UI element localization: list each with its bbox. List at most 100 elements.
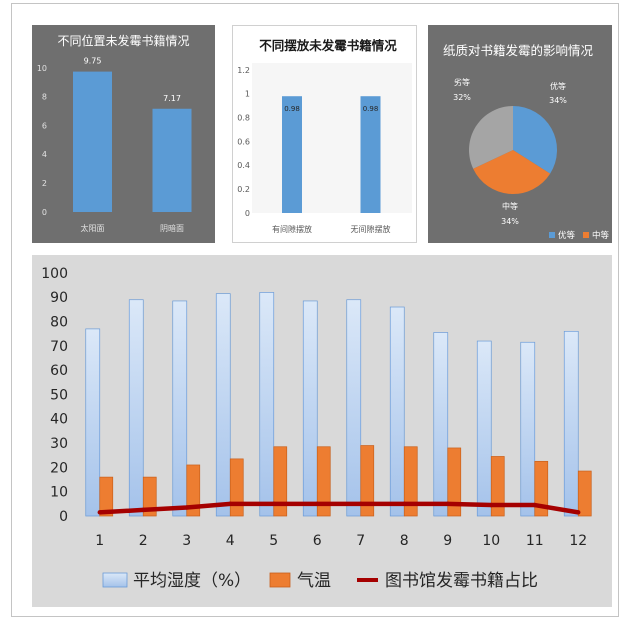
pie-slice xyxy=(473,150,551,194)
temperature-bar xyxy=(360,445,375,517)
y-tick-label: 10 xyxy=(50,485,68,501)
chart-location-bar: 不同位置未发霉书籍情况 0 2 4 6 8 10 9.75 太阳面 7.17 阴暗面 xyxy=(32,25,215,243)
chart-placement-svg: 不同摆放未发霉书籍情况 0 0.2 0.4 0.6 0.8 1 1.2 0.98 有间隙摆放 0.9… xyxy=(232,25,417,243)
legend-swatch xyxy=(549,232,555,238)
mold-ratio-point xyxy=(489,502,494,508)
bar xyxy=(282,96,302,213)
mold-ratio-point xyxy=(532,502,537,508)
y-tick-label: 60 xyxy=(50,363,68,379)
legend-label: 中等 xyxy=(592,230,610,241)
x-tick-label: 6 xyxy=(313,533,322,549)
humidity-bar xyxy=(259,292,275,517)
humidity-bar xyxy=(389,306,405,517)
data-label: 0.98 xyxy=(363,105,379,113)
chart-monthly-combo: 0 10 20 30 40 50 60 70 80 90 100 1 2 3 4 5 6 7 8 9 10 11 12 平均湿… xyxy=(32,255,612,607)
y-tick-label: 0.6 xyxy=(237,137,250,146)
bar xyxy=(152,108,192,212)
pie-slice xyxy=(513,106,558,174)
chart-placement-bar: 不同摆放未发霉书籍情况 0 0.2 0.4 0.6 0.8 1 1.2 0.98 有间隙摆放 0.9… xyxy=(232,25,417,243)
temperature-bar xyxy=(273,446,288,517)
mold-ratio-point xyxy=(445,501,450,507)
x-tick-label: 11 xyxy=(526,533,544,549)
x-tick-label: 4 xyxy=(226,533,235,549)
data-label: 7.17 xyxy=(163,94,181,103)
slice-value-label: 34% xyxy=(549,96,567,105)
legend-label: 气温 xyxy=(297,571,331,591)
legend-label: 图书馆发霉书籍占比 xyxy=(385,571,538,591)
temperature-bar xyxy=(316,446,331,517)
y-tick-label: 0.4 xyxy=(237,161,250,170)
legend-swatch xyxy=(583,232,589,238)
slice-category-label: 优等 xyxy=(550,81,566,91)
x-tick-label: 2 xyxy=(139,533,148,549)
slice-value-label: 34% xyxy=(501,217,519,226)
temperature-bar xyxy=(534,460,549,517)
category-label: 阴暗面 xyxy=(160,223,184,233)
mold-ratio-point xyxy=(315,501,320,507)
y-tick-label: 1.2 xyxy=(237,66,250,75)
y-tick-label: 4 xyxy=(42,150,47,159)
category-label: 太阳面 xyxy=(81,223,105,233)
y-tick-label: 50 xyxy=(50,387,68,403)
plot-area xyxy=(252,63,412,213)
temperature-bar xyxy=(490,456,505,517)
humidity-bar xyxy=(476,340,492,517)
legend-swatch xyxy=(102,572,128,588)
y-tick-label: 70 xyxy=(50,339,68,355)
category-label: 无间隙摆放 xyxy=(351,224,391,234)
humidity-bar xyxy=(563,330,579,517)
temperature-bar xyxy=(229,458,244,517)
y-tick-label: 2 xyxy=(42,179,47,188)
slice-value-label: 32% xyxy=(453,93,471,102)
y-tick-label: 0.8 xyxy=(237,113,250,122)
humidity-bar xyxy=(172,300,188,517)
x-tick-label: 9 xyxy=(443,533,452,549)
humidity-bar xyxy=(346,299,362,517)
temperature-bar xyxy=(142,476,157,517)
temperature-bar xyxy=(403,446,418,517)
y-tick-label: 0 xyxy=(245,209,250,218)
y-tick-label: 20 xyxy=(50,460,68,476)
y-tick-label: 0 xyxy=(42,208,47,217)
x-tick-label: 8 xyxy=(400,533,409,549)
chart-border xyxy=(232,25,417,243)
y-tick-label: 6 xyxy=(42,121,47,130)
y-tick-label: 0.2 xyxy=(237,185,250,194)
x-tick-label: 7 xyxy=(356,533,365,549)
chart-title: 纸质对书籍发霉的影响情况 xyxy=(443,43,594,58)
humidity-bar xyxy=(302,300,318,517)
mold-ratio-line xyxy=(99,501,579,515)
mold-ratio-point xyxy=(358,501,363,507)
mold-ratio-point xyxy=(184,505,189,510)
y-tick-label: 8 xyxy=(42,93,47,102)
humidity-bar xyxy=(520,341,536,517)
mold-ratio-point xyxy=(271,501,276,507)
bar xyxy=(73,71,112,212)
y-tick-label: 40 xyxy=(50,412,68,428)
slice-category-label: 劣等 xyxy=(454,77,470,87)
mold-ratio-point xyxy=(402,501,407,507)
temperature-bar xyxy=(577,470,592,517)
bar xyxy=(360,96,381,213)
humidity-bar xyxy=(128,299,144,517)
x-tick-label: 1 xyxy=(95,533,104,549)
chart-title: 不同摆放未发霉书籍情况 xyxy=(259,38,397,53)
y-tick-label: 10 xyxy=(37,64,47,73)
humidity-bar xyxy=(433,332,449,517)
data-label: 9.75 xyxy=(84,57,102,66)
y-tick-label: 100 xyxy=(41,266,68,282)
temperature-bar xyxy=(186,464,201,517)
temperature-bar xyxy=(447,447,462,517)
y-tick-label: 1 xyxy=(245,90,250,99)
mold-ratio-point xyxy=(97,510,102,515)
x-tick-label: 3 xyxy=(182,533,191,549)
y-tick-label: 0 xyxy=(59,509,68,525)
legend-label: 优等 xyxy=(558,230,576,241)
pie-slice xyxy=(469,106,513,169)
chart-paper-quality-pie: 纸质对书籍发霉的影响情况 优等 34% 中等 34% 劣等 32% 优等 中等 xyxy=(428,25,612,243)
y-tick-label: 90 xyxy=(50,290,68,306)
y-tick-label: 30 xyxy=(50,436,68,452)
y-tick-label: 80 xyxy=(50,315,68,331)
humidity-bar xyxy=(85,328,101,517)
